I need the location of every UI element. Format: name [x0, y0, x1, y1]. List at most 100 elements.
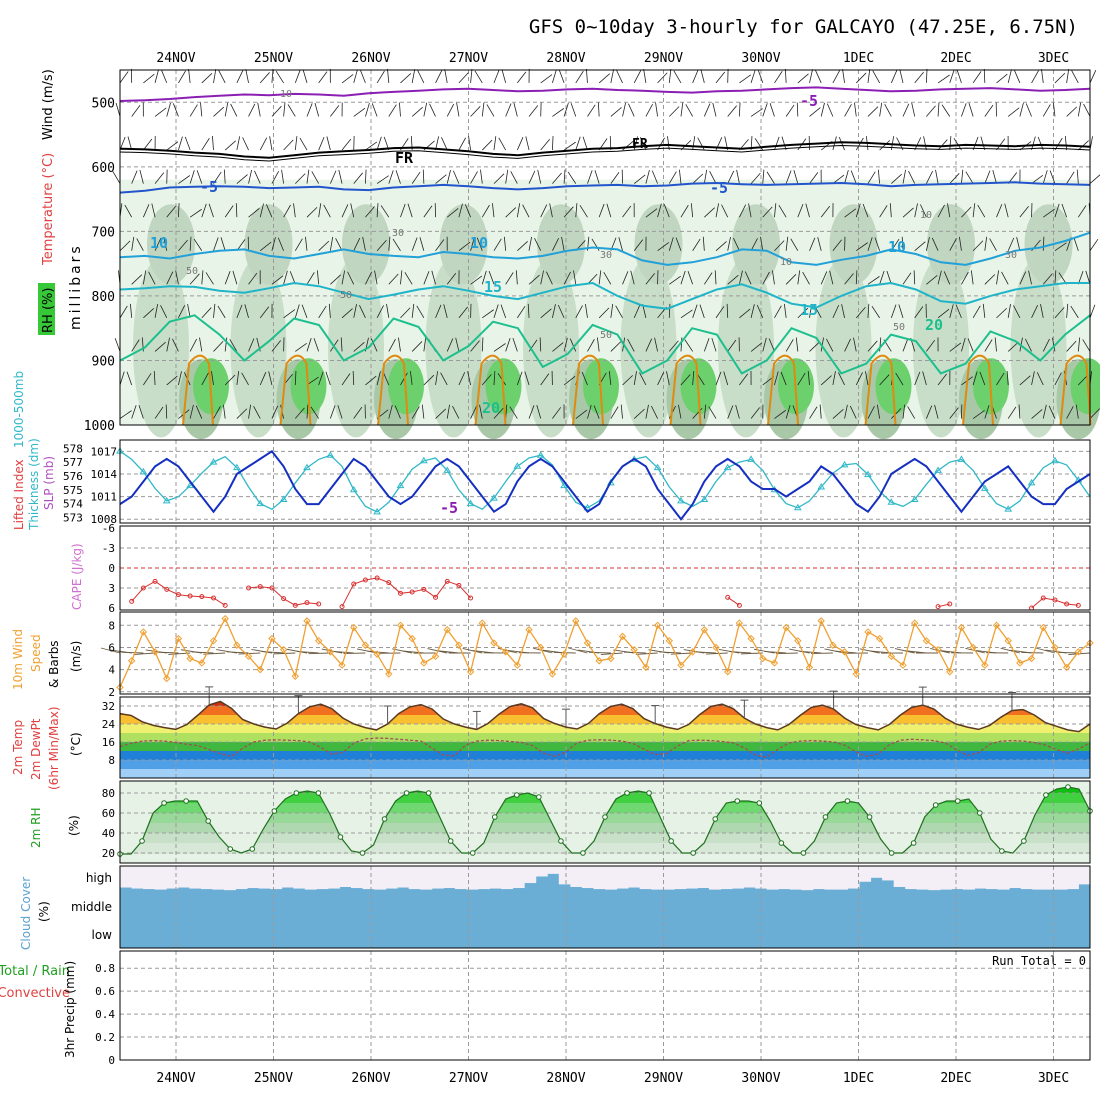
- upper-wind-barb: [166, 102, 171, 117]
- upper-wind-barb: [480, 169, 483, 184]
- upper-wind-barb: [817, 237, 822, 251]
- upper-wind-barb: [856, 242, 868, 252]
- upper-wind-barb: [400, 203, 406, 218]
- wind10m-barb: [588, 651, 611, 654]
- lifted-index-point: [736, 602, 742, 608]
- upper-wind-barb: [293, 203, 296, 218]
- upper-wind-barb: [509, 406, 518, 419]
- upper-wind-barb: [678, 404, 682, 419]
- isotherm-line: [119, 141, 1091, 159]
- upper-wind-barb: [398, 337, 401, 352]
- upper-wind-barb: [400, 372, 408, 386]
- rh-shade-blob: [1070, 358, 1100, 415]
- upper-wind-barb: [388, 170, 394, 184]
- isotherm-label: -5: [200, 178, 218, 196]
- wind10m-speed-point: [548, 670, 557, 678]
- wind10m-barb: [261, 651, 284, 654]
- upper-wind-barb: [1018, 404, 1021, 419]
- rh2m-ylabels: 2m RH (%): [29, 808, 81, 849]
- upper-wind-barb: [1052, 102, 1056, 117]
- wind10m-barb: [1056, 651, 1079, 654]
- cape-ytick: 0: [108, 562, 115, 575]
- upper-wind-barb: [774, 305, 782, 319]
- lifted-index-label: Lifted Index: [12, 459, 26, 530]
- lifted-index-line: [937, 603, 950, 608]
- upper-wind-barb: [481, 374, 492, 386]
- rh-shade-blob: [230, 257, 287, 438]
- upper-wind-barb: [1019, 271, 1027, 285]
- upper-ytick: 600: [92, 161, 115, 176]
- upper-wind-barb: [318, 305, 327, 319]
- upper-wind-barb: [175, 270, 179, 285]
- upper-wind-barb: [633, 371, 637, 386]
- date-label-top: 26NOV: [351, 51, 390, 66]
- rh-contour-label: 50: [186, 266, 198, 277]
- upper-wind-barb: [663, 203, 670, 218]
- upper-wind-barb: [914, 137, 922, 151]
- cloud-high-bar: [893, 866, 906, 887]
- temp-ytick: 16: [102, 736, 115, 749]
- wind10m-speed-point: [665, 637, 673, 645]
- cloud-high-bar: [454, 866, 467, 890]
- wind10m-label-3: & Barbs: [47, 640, 61, 688]
- upper-wind-barb: [862, 203, 869, 218]
- wind10m-speed-point: [350, 623, 358, 632]
- cloud-high-bar: [812, 866, 825, 890]
- upper-wind-barb: [435, 174, 447, 184]
- upper-wind-barb: [781, 136, 787, 151]
- temp-frame: [119, 696, 1091, 779]
- thickness-marker: [443, 466, 452, 473]
- precip-ylabels: Total / Rain Convective 3hr Precip (mm): [0, 961, 77, 1058]
- thickness-marker: [747, 455, 755, 462]
- upper-wind-barb: [914, 306, 924, 319]
- upper-wind-barb: [972, 305, 981, 319]
- upper-wind-barb: [692, 69, 699, 84]
- wind10m-speed-point: [1039, 623, 1047, 632]
- rh2m-point: [888, 850, 895, 856]
- upper-wind-barb: [318, 371, 324, 386]
- cloud-high-bar: [281, 866, 294, 888]
- upper-wind-barb: [1028, 270, 1032, 285]
- upper-wind-barb: [458, 203, 463, 218]
- upper-wind-barb: [639, 137, 647, 151]
- upper-wind-barb: [353, 406, 363, 419]
- isotherm-label: -5: [710, 179, 728, 197]
- upper-wind-barb: [1042, 404, 1047, 419]
- upper-wind-barb: [867, 171, 876, 184]
- upper-wind-barb: [352, 370, 355, 385]
- upper-wind-barb: [517, 71, 527, 84]
- upper-wind-barb: [598, 73, 610, 84]
- wind10m-speed-point: [653, 621, 662, 630]
- upper-wind-barb: [271, 275, 284, 285]
- wind10m-speed-point: [864, 628, 872, 636]
- upper-wind-barb: [353, 69, 358, 84]
- upper-wind-barb: [481, 337, 484, 352]
- upper-wind-barb: [879, 374, 890, 386]
- wind10m-speed-point: [817, 617, 825, 625]
- upper-wind-barb: [563, 141, 576, 151]
- upper-wind-barb: [1089, 174, 1100, 184]
- rh-band: [120, 823, 1090, 833]
- upper-wind-barb: [359, 305, 366, 319]
- upper-wind-barb: [277, 237, 284, 251]
- upper-wind-barb: [645, 273, 655, 285]
- upper-wind-barb: [715, 306, 725, 319]
- cape-ytick: 6: [108, 602, 115, 615]
- upper-wind-barb: [407, 203, 413, 218]
- upper-wind-barb: [166, 337, 170, 352]
- upper-wind-barb: [685, 104, 693, 117]
- cloud-high-bar: [962, 866, 976, 890]
- upper-wind-barb: [891, 408, 902, 419]
- upper-wind-barb: [365, 271, 373, 285]
- isotherm-label: FR: [395, 149, 414, 167]
- upper-wind-barb: [313, 338, 320, 352]
- wind10m-barb: [775, 652, 798, 655]
- upper-wind-barb: [666, 371, 670, 386]
- upper-wind-barb: [446, 103, 455, 117]
- slp-frame: [119, 439, 1091, 524]
- upper-wind-barb: [376, 371, 381, 386]
- upper-wind-barb: [1007, 69, 1012, 84]
- thickness-marker: [980, 484, 989, 491]
- upper-wind-barb: [1066, 106, 1078, 117]
- upper-wind-barb: [984, 274, 996, 285]
